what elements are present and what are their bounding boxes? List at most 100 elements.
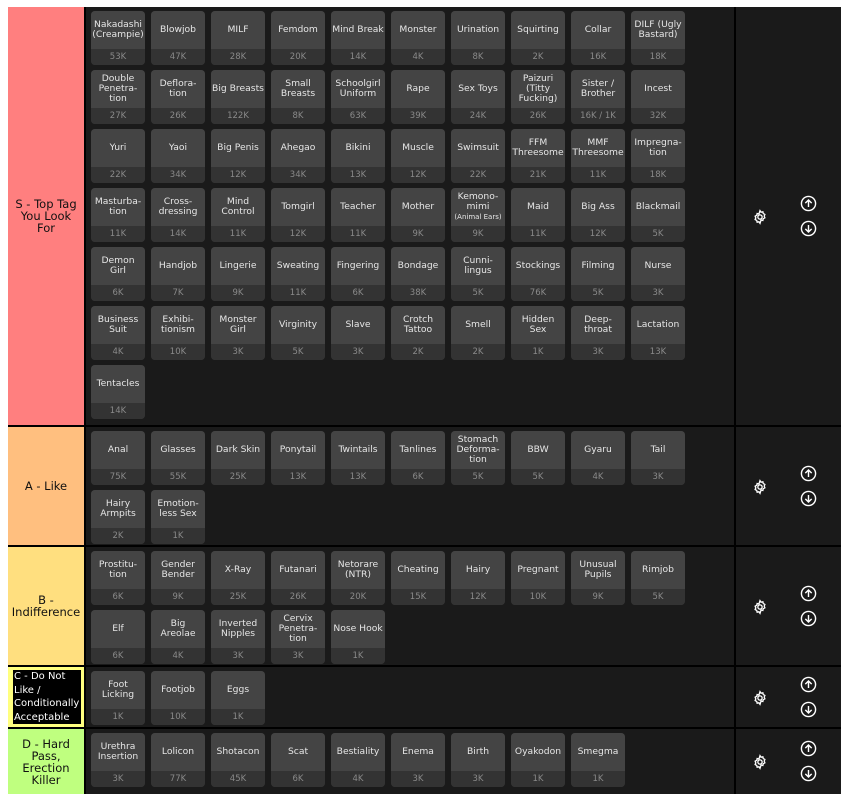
tag-card[interactable]: Sweating 11K xyxy=(271,247,325,301)
tag-card[interactable]: Glasses 55K xyxy=(151,431,205,485)
move-up-icon[interactable] xyxy=(800,585,817,602)
tag-card[interactable]: Collar 16K xyxy=(571,11,625,65)
tag-card[interactable]: Prostitu-tion 6K xyxy=(91,551,145,605)
tag-card[interactable]: Unusual Pupils 9K xyxy=(571,551,625,605)
tag-card[interactable]: Big Penis 12K xyxy=(211,129,265,183)
tier-label[interactable]: S - Top Tag You Look For xyxy=(8,7,84,425)
tag-card[interactable]: Hairy Armpits 2K xyxy=(91,490,145,544)
tag-card[interactable]: Slave 3K xyxy=(331,306,385,360)
tag-card[interactable]: Bestiality 4K xyxy=(331,733,385,787)
tag-card[interactable]: Hidden Sex 1K xyxy=(511,306,565,360)
tag-card[interactable]: Urination 8K xyxy=(451,11,505,65)
gear-icon[interactable] xyxy=(752,690,768,706)
tag-card[interactable]: Nakadashi (Creampie) 53K xyxy=(91,11,145,65)
tag-card[interactable]: Filming 5K xyxy=(571,247,625,301)
tag-card[interactable]: Birth 3K xyxy=(451,733,505,787)
tag-card[interactable]: Mind Break 14K xyxy=(331,11,385,65)
tag-card[interactable]: Blackmail 5K xyxy=(631,188,685,242)
tag-card[interactable]: Crotch Tattoo 2K xyxy=(391,306,445,360)
tag-card[interactable]: Lolicon 77K xyxy=(151,733,205,787)
tag-card[interactable]: Lingerie 9K xyxy=(211,247,265,301)
tag-card[interactable]: Virginity 5K xyxy=(271,306,325,360)
tag-card[interactable]: Emotion-less Sex 1K xyxy=(151,490,205,544)
move-down-icon[interactable] xyxy=(800,490,817,507)
tag-card[interactable]: Yuri 22K xyxy=(91,129,145,183)
tag-card[interactable]: Deep-throat 3K xyxy=(571,306,625,360)
move-up-icon[interactable] xyxy=(800,676,817,693)
tag-card[interactable]: Netorare (NTR) 20K xyxy=(331,551,385,605)
tag-card[interactable]: Bikini 13K xyxy=(331,129,385,183)
tag-card[interactable]: Cunni-lingus 5K xyxy=(451,247,505,301)
tag-card[interactable]: FFM Threesome 21K xyxy=(511,129,565,183)
tag-card[interactable]: Hairy 12K xyxy=(451,551,505,605)
tag-card[interactable]: Smegma 1K xyxy=(571,733,625,787)
tag-card[interactable]: Shotacon 45K xyxy=(211,733,265,787)
tag-card[interactable]: Big Breasts 122K xyxy=(211,70,265,124)
tag-card[interactable]: Smell 2K xyxy=(451,306,505,360)
tag-card[interactable]: Nose Hook 1K xyxy=(331,610,385,664)
tag-card[interactable]: Sex Toys 24K xyxy=(451,70,505,124)
gear-icon[interactable] xyxy=(752,599,768,615)
tag-card[interactable]: Tomgirl 12K xyxy=(271,188,325,242)
tag-card[interactable]: Twintails 13K xyxy=(331,431,385,485)
tag-card[interactable]: Demon Girl 6K xyxy=(91,247,145,301)
tag-card[interactable]: Cheating 15K xyxy=(391,551,445,605)
tag-card[interactable]: Ponytail 13K xyxy=(271,431,325,485)
move-down-icon[interactable] xyxy=(800,610,817,627)
tag-card[interactable]: Anal 75K xyxy=(91,431,145,485)
tier-label[interactable]: C - Do Not Like / Conditionally Acceptab… xyxy=(8,667,84,727)
gear-icon[interactable] xyxy=(752,753,768,770)
tier-label[interactable]: D - Hard Pass, Erection Killer xyxy=(8,729,84,794)
tag-card[interactable]: Deflora-tion 26K xyxy=(151,70,205,124)
tag-card[interactable]: MMF Threesome 11K xyxy=(571,129,625,183)
tag-card[interactable]: Dark Skin 25K xyxy=(211,431,265,485)
tag-card[interactable]: Inverted Nipples 3K xyxy=(211,610,265,664)
tag-card[interactable]: Sister / Brother 16K / 1K xyxy=(571,70,625,124)
tag-card[interactable]: Big Areolae 4K xyxy=(151,610,205,664)
tag-card[interactable]: Small Breasts 8K xyxy=(271,70,325,124)
tag-card[interactable]: Bondage 38K xyxy=(391,247,445,301)
move-down-icon[interactable] xyxy=(800,220,817,237)
tag-card[interactable]: Schoolgirl Uniform 63K xyxy=(331,70,385,124)
tag-card[interactable]: Ahegao 34K xyxy=(271,129,325,183)
tag-card[interactable]: Monster 4K xyxy=(391,11,445,65)
tag-card[interactable]: Rimjob 5K xyxy=(631,551,685,605)
tag-card[interactable]: Swimsuit 22K xyxy=(451,129,505,183)
tag-card[interactable]: Handjob 7K xyxy=(151,247,205,301)
move-down-icon[interactable] xyxy=(800,765,817,782)
tag-card[interactable]: Yaoi 34K xyxy=(151,129,205,183)
move-up-icon[interactable] xyxy=(800,195,817,212)
tag-card[interactable]: Mind Control 11K xyxy=(211,188,265,242)
tag-card[interactable]: Double Penetra-tion 27K xyxy=(91,70,145,124)
tag-card[interactable]: MILF 28K xyxy=(211,11,265,65)
tag-card[interactable]: Femdom 20K xyxy=(271,11,325,65)
tag-card[interactable]: Teacher 11K xyxy=(331,188,385,242)
tag-card[interactable]: Blowjob 47K xyxy=(151,11,205,65)
tag-card[interactable]: Masturba-tion 11K xyxy=(91,188,145,242)
tier-label[interactable]: A - Like xyxy=(8,427,84,545)
tag-card[interactable]: Eggs 1K xyxy=(211,671,265,725)
tag-card[interactable]: Maid 11K xyxy=(511,188,565,242)
tag-card[interactable]: Urethra Insertion 3K xyxy=(91,733,145,787)
tag-card[interactable]: Monster Girl 3K xyxy=(211,306,265,360)
tier-label[interactable]: B - Indifference xyxy=(8,547,84,665)
tag-card[interactable]: Impregna-tion 18K xyxy=(631,129,685,183)
move-down-icon[interactable] xyxy=(800,701,817,718)
move-up-icon[interactable] xyxy=(800,465,817,482)
tag-card[interactable]: Pregnant 10K xyxy=(511,551,565,605)
tag-card[interactable]: Cervix Penetra-tion 3K xyxy=(271,610,325,664)
tag-card[interactable]: Enema 3K xyxy=(391,733,445,787)
tag-card[interactable]: Nurse 3K xyxy=(631,247,685,301)
tag-card[interactable]: Lactation 13K xyxy=(631,306,685,360)
tag-card[interactable]: Foot Licking 1K xyxy=(91,671,145,725)
tag-card[interactable]: DILF (Ugly Bastard) 18K xyxy=(631,11,685,65)
tag-card[interactable]: Incest 32K xyxy=(631,70,685,124)
tag-card[interactable]: Squirting 2K xyxy=(511,11,565,65)
tag-card[interactable]: Oyakodon 1K xyxy=(511,733,565,787)
tag-card[interactable]: Big Ass 12K xyxy=(571,188,625,242)
tag-card[interactable]: Paizuri (Titty Fucking) 26K xyxy=(511,70,565,124)
tag-card[interactable]: Fingering 6K xyxy=(331,247,385,301)
tag-card[interactable]: Footjob 10K xyxy=(151,671,205,725)
tag-card[interactable]: Exhibi-tionism 10K xyxy=(151,306,205,360)
tag-card[interactable]: Gender Bender 9K xyxy=(151,551,205,605)
